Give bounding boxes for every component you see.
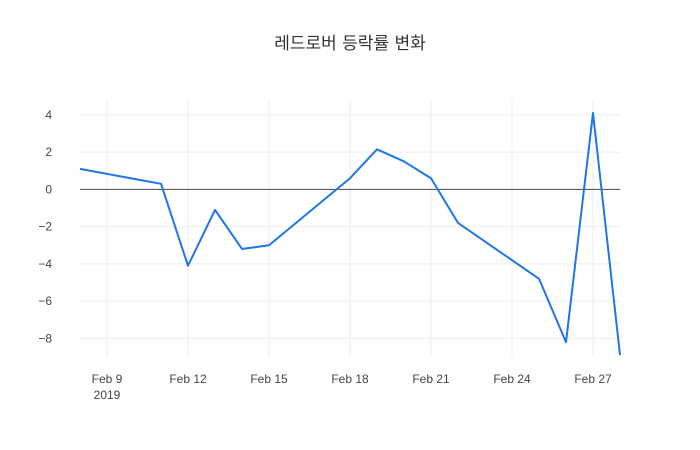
data-point bbox=[267, 243, 272, 248]
y-tick-label: 0 bbox=[45, 182, 52, 196]
x-tick-label: Feb 9 bbox=[92, 372, 123, 386]
data-point bbox=[429, 176, 434, 181]
x-tick-label: Feb 12 bbox=[169, 372, 207, 386]
data-point bbox=[186, 263, 191, 268]
y-tick-label: −8 bbox=[38, 331, 52, 345]
x-tick-label: Feb 21 bbox=[412, 372, 450, 386]
data-point bbox=[564, 340, 569, 345]
x-tick-label: Feb 27 bbox=[574, 372, 612, 386]
data-point bbox=[591, 111, 596, 116]
data-point bbox=[240, 246, 245, 251]
y-tick-label: 2 bbox=[45, 145, 52, 159]
x-tick-label: Feb 24 bbox=[493, 372, 531, 386]
y-tick-label: 4 bbox=[45, 108, 52, 122]
data-point bbox=[456, 220, 461, 225]
x-tick-label: Feb 15 bbox=[250, 372, 288, 386]
y-tick-label: −4 bbox=[38, 257, 52, 271]
chart-title: 레드로버 등락률 변화 bbox=[274, 34, 426, 54]
y-tick-label: −2 bbox=[38, 220, 52, 234]
y-axis-ticks: 4 2 0 −2 −4 −6 −8 bbox=[38, 108, 52, 345]
data-point bbox=[375, 147, 380, 152]
series-layer bbox=[78, 111, 623, 358]
y-tick-label: −6 bbox=[38, 294, 52, 308]
data-point bbox=[618, 353, 623, 358]
data-point bbox=[78, 166, 83, 171]
data-point bbox=[159, 181, 164, 186]
x-tick-label: Feb 18 bbox=[331, 372, 369, 386]
data-point bbox=[348, 176, 353, 181]
series-line bbox=[79, 112, 621, 356]
grid bbox=[80, 100, 620, 357]
data-point bbox=[537, 276, 542, 281]
x-axis-ticks: Feb 9 2019 Feb 12 Feb 15 Feb 18 Feb 21 Feb 24 F… bbox=[92, 372, 612, 402]
x-tick-sublabel: 2019 bbox=[94, 388, 121, 402]
data-point bbox=[213, 207, 218, 212]
data-point bbox=[402, 159, 407, 164]
